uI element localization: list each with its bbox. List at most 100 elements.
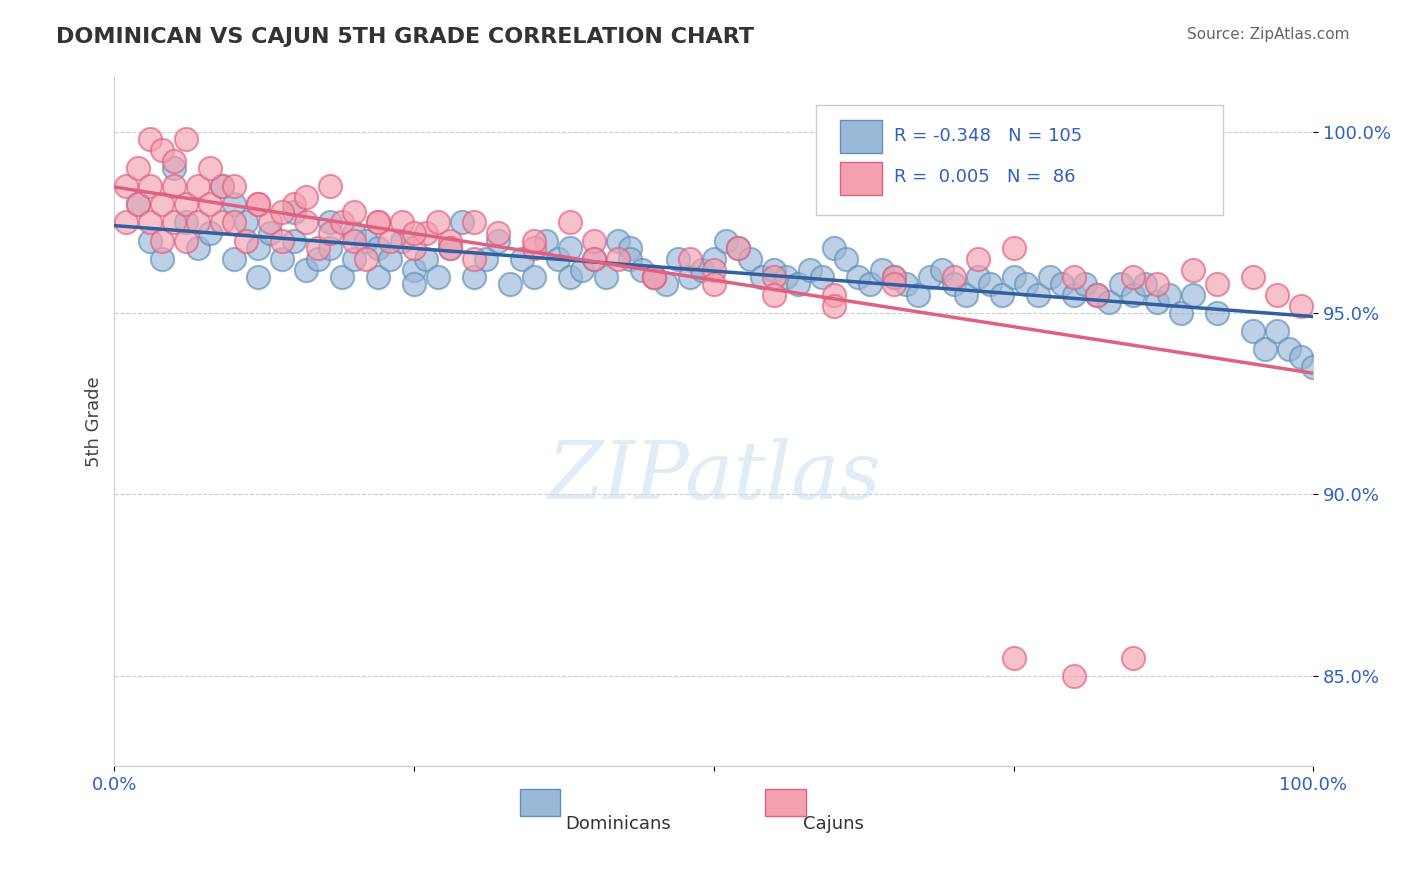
Point — [176, 132, 198, 146]
Point — [534, 234, 557, 248]
Point — [439, 234, 461, 248]
Point — [343, 252, 366, 266]
Point — [330, 269, 353, 284]
Point — [163, 179, 186, 194]
FancyBboxPatch shape — [839, 120, 882, 153]
Point — [259, 227, 281, 241]
Point — [523, 269, 546, 284]
Point — [1265, 288, 1288, 302]
Point — [354, 234, 377, 248]
Point — [619, 241, 641, 255]
Point — [367, 215, 389, 229]
Point — [1135, 277, 1157, 292]
Point — [163, 161, 186, 175]
Point — [679, 252, 702, 266]
Point — [283, 197, 305, 211]
Point — [187, 241, 209, 255]
Point — [1002, 269, 1025, 284]
Point — [475, 252, 498, 266]
Text: DOMINICAN VS CAJUN 5TH GRADE CORRELATION CHART: DOMINICAN VS CAJUN 5TH GRADE CORRELATION… — [56, 27, 754, 46]
Point — [150, 143, 173, 157]
Point — [571, 262, 593, 277]
Point — [1241, 324, 1264, 338]
Point — [799, 262, 821, 277]
Point — [1050, 277, 1073, 292]
Point — [1159, 288, 1181, 302]
Point — [979, 277, 1001, 292]
Point — [1206, 306, 1229, 320]
Point — [139, 132, 162, 146]
Point — [187, 179, 209, 194]
Point — [354, 252, 377, 266]
Point — [319, 179, 342, 194]
Point — [1182, 262, 1205, 277]
Point — [966, 252, 988, 266]
Point — [391, 215, 413, 229]
Point — [224, 215, 246, 229]
Point — [224, 197, 246, 211]
Point — [1241, 269, 1264, 284]
Point — [439, 241, 461, 255]
Point — [127, 161, 149, 175]
Point — [307, 241, 329, 255]
Point — [139, 179, 162, 194]
Text: R =  0.005   N =  86: R = 0.005 N = 86 — [894, 169, 1076, 186]
Point — [283, 204, 305, 219]
Y-axis label: 5th Grade: 5th Grade — [86, 376, 103, 467]
Point — [582, 252, 605, 266]
Point — [727, 241, 749, 255]
Point — [631, 262, 654, 277]
Point — [427, 269, 450, 284]
Point — [738, 252, 761, 266]
Point — [762, 262, 785, 277]
Point — [150, 252, 173, 266]
Point — [499, 277, 522, 292]
Point — [1122, 288, 1144, 302]
Point — [404, 277, 426, 292]
Point — [1291, 350, 1313, 364]
Point — [367, 269, 389, 284]
Point — [115, 215, 138, 229]
Point — [1122, 269, 1144, 284]
Point — [463, 269, 485, 284]
Point — [404, 241, 426, 255]
Point — [295, 190, 318, 204]
Point — [643, 269, 665, 284]
Point — [139, 234, 162, 248]
Point — [523, 234, 546, 248]
Point — [1291, 299, 1313, 313]
Point — [295, 262, 318, 277]
Point — [200, 227, 222, 241]
Point — [378, 252, 401, 266]
FancyBboxPatch shape — [815, 105, 1223, 215]
Point — [200, 197, 222, 211]
Point — [582, 252, 605, 266]
Point — [187, 215, 209, 229]
Point — [955, 288, 977, 302]
FancyBboxPatch shape — [765, 789, 806, 816]
Point — [1074, 277, 1097, 292]
Point — [127, 197, 149, 211]
Point — [343, 204, 366, 219]
Point — [823, 299, 845, 313]
Point — [883, 269, 905, 284]
Point — [762, 288, 785, 302]
Point — [1014, 277, 1036, 292]
Point — [319, 215, 342, 229]
Point — [883, 269, 905, 284]
Point — [1098, 295, 1121, 310]
Point — [582, 234, 605, 248]
Point — [259, 215, 281, 229]
Point — [1182, 288, 1205, 302]
Point — [211, 215, 233, 229]
Point — [558, 215, 581, 229]
Point — [775, 269, 797, 284]
Point — [870, 262, 893, 277]
Point — [859, 277, 882, 292]
Point — [139, 215, 162, 229]
Text: Dominicans: Dominicans — [565, 814, 671, 832]
Text: Cajuns: Cajuns — [803, 814, 865, 832]
Point — [343, 234, 366, 248]
Point — [1302, 360, 1324, 375]
Point — [1111, 277, 1133, 292]
